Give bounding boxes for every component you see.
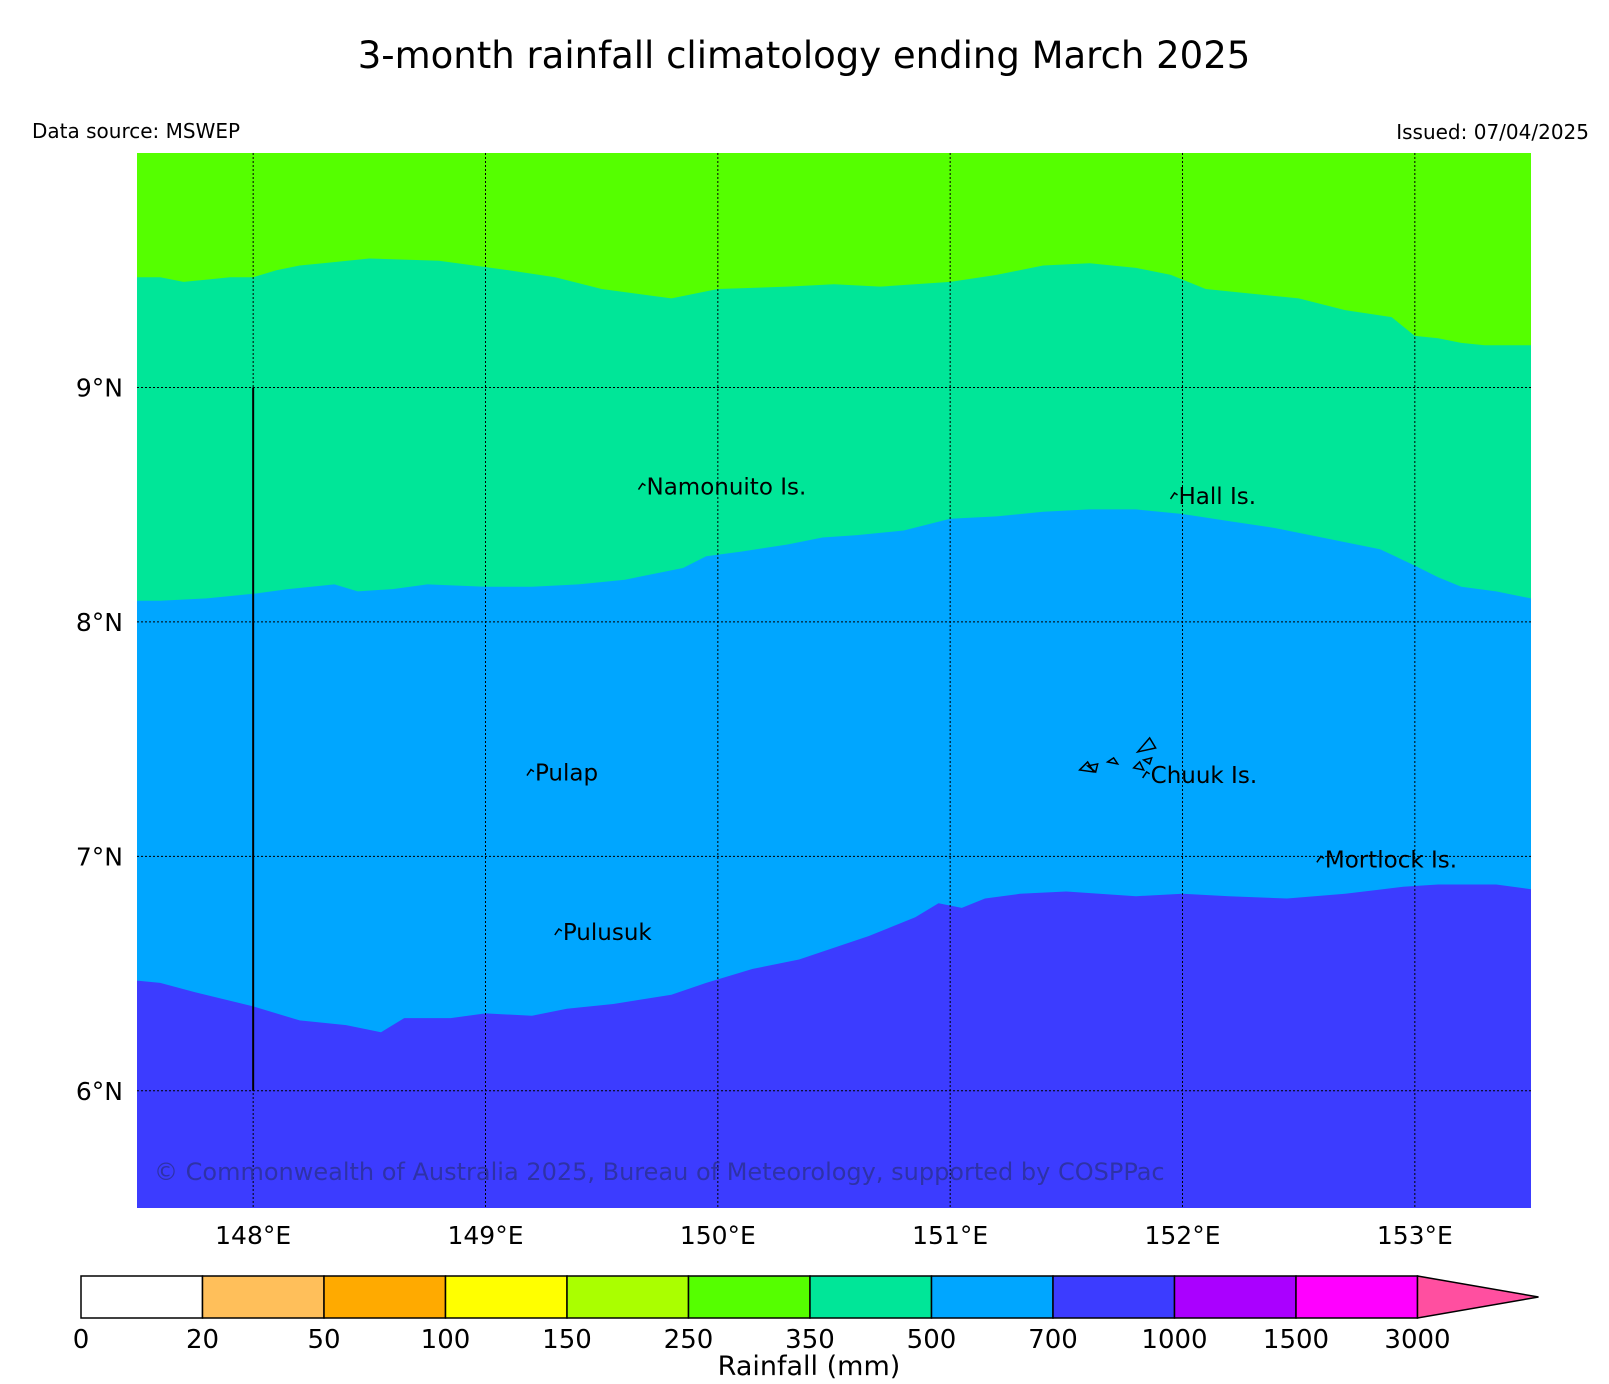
place-label: Namonuito Is. xyxy=(646,475,806,501)
colorbar-tick-label: 1000 xyxy=(1141,1325,1207,1355)
lon-tick-label: 152°E xyxy=(1144,1221,1220,1250)
lon-tick-label: 149°E xyxy=(447,1221,523,1250)
place-label: Pulap xyxy=(535,761,598,787)
lon-tick-label: 148°E xyxy=(215,1221,291,1250)
colorbar-segment xyxy=(930,1275,1054,1319)
colorbar-tick-label: 150 xyxy=(542,1325,592,1355)
island-outline xyxy=(1316,855,1325,863)
lat-tick-label: 6°N xyxy=(76,1077,123,1106)
island-outline xyxy=(1169,491,1178,500)
figure-title: 3-month rainfall climatology ending Marc… xyxy=(358,34,1251,77)
island-outline xyxy=(1135,736,1157,754)
island-outline xyxy=(1078,760,1096,773)
lon-tick-label: 150°E xyxy=(680,1221,756,1250)
colorbar-tick-label: 0 xyxy=(73,1325,90,1355)
place-label: Hall Is. xyxy=(1179,484,1257,510)
issued-date-label: Issued: 07/04/2025 xyxy=(1396,120,1589,144)
copyright-notice: © Commonwealth of Australia 2025, Bureau… xyxy=(154,1158,1165,1186)
lat-tick-label: 8°N xyxy=(76,608,123,637)
colorbar-segment xyxy=(687,1275,811,1319)
place-label: Mortlock Is. xyxy=(1325,847,1457,873)
colorbar-tick-label: 250 xyxy=(664,1325,714,1355)
colorbar-segment xyxy=(323,1275,447,1319)
map-area: Namonuito Is. Hall Is. Pulap Chuuk Is. Mortl… xyxy=(137,153,1531,1208)
colorbar-segment xyxy=(1295,1275,1419,1319)
colorbar-tick-label: 1500 xyxy=(1263,1325,1329,1355)
colorbar-tick-label: 500 xyxy=(907,1325,957,1355)
lon-tick-label: 151°E xyxy=(912,1221,988,1250)
colorbar-segment xyxy=(1173,1275,1297,1319)
colorbar-label: Rainfall (mm) xyxy=(718,1351,901,1380)
colorbar-tick-label: 3000 xyxy=(1384,1325,1450,1355)
colorbar-tick-label: 700 xyxy=(1028,1325,1078,1355)
island-outline xyxy=(554,927,563,936)
colorbar-segment xyxy=(566,1275,690,1319)
colorbar-tick-label: 100 xyxy=(421,1325,471,1355)
island-outline xyxy=(1141,756,1153,766)
colorbar-segment xyxy=(1052,1275,1176,1319)
lat-tick-label: 7°N xyxy=(76,842,123,871)
colorbar-tick-label: 20 xyxy=(186,1325,219,1355)
island-outline xyxy=(1142,770,1151,779)
island-outline xyxy=(526,768,535,777)
colorbar-tick-label: 50 xyxy=(307,1325,340,1355)
island-outline xyxy=(1132,760,1146,771)
place-label: Chuuk Is. xyxy=(1151,763,1258,789)
lon-tick-label: 153°E xyxy=(1377,1221,1453,1250)
colorbar: 0 20 50 100 150 250 350 500 700 1000 1500 3000 xyxy=(73,1275,1539,1355)
place-label: Pulusuk xyxy=(563,920,653,946)
data-source-label: Data source: MSWEP xyxy=(32,119,240,143)
colorbar-segment xyxy=(80,1275,204,1319)
lat-tick-label: 9°N xyxy=(76,373,123,402)
colorbar-segment xyxy=(444,1275,568,1319)
colorbar-extend-arrow xyxy=(1416,1275,1539,1319)
colorbar-tick-label: 350 xyxy=(785,1325,835,1355)
colorbar-segment xyxy=(201,1275,325,1319)
island-outline xyxy=(1085,762,1099,774)
island-outline xyxy=(1105,756,1120,766)
island-outline xyxy=(637,482,646,490)
colorbar-segment xyxy=(809,1275,933,1319)
